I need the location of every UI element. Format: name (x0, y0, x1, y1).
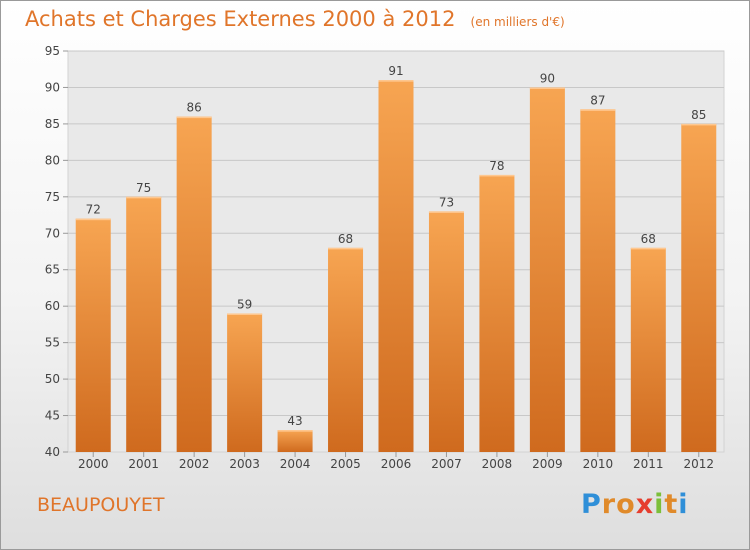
bar-2012 (681, 123, 717, 452)
bar-2004 (277, 430, 313, 452)
bar-2001 (126, 196, 162, 452)
value-label: 91 (388, 64, 403, 78)
bar-2000 (75, 218, 111, 452)
y-tick-label: 60 (45, 299, 60, 313)
logo-letter: x (635, 489, 655, 520)
bar-2007 (428, 211, 464, 452)
bars-group (75, 80, 717, 453)
x-axis: 2000 2001 2002 2003 2004 2005 2006 2007 2008 2009… (78, 452, 714, 471)
value-label: 90 (540, 71, 555, 85)
x-tick-label: 2007 (431, 457, 462, 471)
y-tick-label: 90 (45, 80, 60, 94)
bar-highlight (328, 247, 364, 250)
x-tick-label: 2009 (532, 457, 563, 471)
value-label: 72 (86, 203, 101, 217)
bar-2006 (378, 80, 414, 452)
y-tick-label: 65 (45, 263, 60, 277)
value-label: 73 (439, 195, 454, 209)
bar-highlight (479, 174, 515, 177)
bar-2010 (580, 109, 616, 452)
value-label: 59 (237, 297, 252, 311)
y-tick-label: 80 (45, 153, 60, 167)
y-tick-label: 45 (45, 409, 60, 423)
logo-letter: o (616, 489, 636, 520)
value-labels-group: 72 75 86 59 43 68 91 73 78 90 87 68 85 (86, 64, 707, 428)
value-label: 85 (691, 108, 706, 122)
y-tick-label: 55 (45, 336, 60, 350)
bar-highlight (277, 430, 313, 432)
value-label: 68 (641, 232, 656, 246)
proxiti-logo: Proxiti (581, 489, 689, 520)
chart-subtitle: (en milliers d'€) (470, 15, 565, 29)
bar-2008 (479, 174, 515, 453)
value-label: 87 (590, 93, 605, 107)
logo-letter: i (654, 489, 665, 520)
logo-letter: r (601, 489, 617, 520)
value-label: 86 (187, 101, 202, 115)
x-tick-label: 2006 (381, 457, 412, 471)
x-tick-label: 2004 (280, 457, 311, 471)
bar-highlight (126, 196, 162, 199)
bar-highlight (630, 247, 666, 250)
x-tick-label: 2001 (128, 457, 159, 471)
y-tick-label: 40 (45, 445, 60, 459)
bar-2011 (630, 247, 666, 452)
x-tick-label: 2008 (482, 457, 513, 471)
y-axis: 40 45 50 55 60 65 70 75 80 85 90 95 (45, 44, 68, 459)
logo-letter: t (664, 489, 679, 520)
chart-title: Achats et Charges Externes 2000 à 2012 (25, 7, 456, 31)
title-block: Achats et Charges Externes 2000 à 2012 (… (25, 7, 565, 31)
bar-2005 (328, 247, 364, 452)
y-tick-label: 75 (45, 190, 60, 204)
logo-letter: P (581, 489, 602, 520)
commune-name: BEAUPOUYET (37, 494, 165, 516)
bar-highlight (529, 87, 565, 89)
x-tick-label: 2005 (330, 457, 361, 471)
bar-highlight (176, 116, 212, 119)
x-tick-label: 2010 (583, 457, 614, 471)
bar-highlight (75, 218, 111, 221)
y-tick-label: 70 (45, 226, 60, 240)
x-tick-label: 2011 (633, 457, 664, 471)
bar-highlight (428, 211, 464, 213)
x-tick-label: 2000 (78, 457, 109, 471)
y-tick-label: 95 (45, 44, 60, 58)
value-label: 43 (287, 414, 302, 428)
bar-highlight (580, 109, 616, 111)
y-tick-label: 85 (45, 117, 60, 131)
bar-highlight (227, 313, 263, 315)
x-tick-label: 2012 (683, 457, 714, 471)
value-label: 75 (136, 181, 151, 195)
bar-2002 (176, 116, 212, 453)
x-tick-label: 2003 (229, 457, 260, 471)
y-tick-label: 50 (45, 372, 60, 386)
bar-2009 (529, 87, 565, 453)
bar-2003 (227, 313, 263, 452)
logo-letter: i (678, 489, 689, 520)
x-tick-label: 2002 (179, 457, 210, 471)
bar-highlight (681, 123, 717, 126)
bar-highlight (378, 80, 414, 82)
value-label: 78 (489, 159, 504, 173)
value-label: 68 (338, 232, 353, 246)
